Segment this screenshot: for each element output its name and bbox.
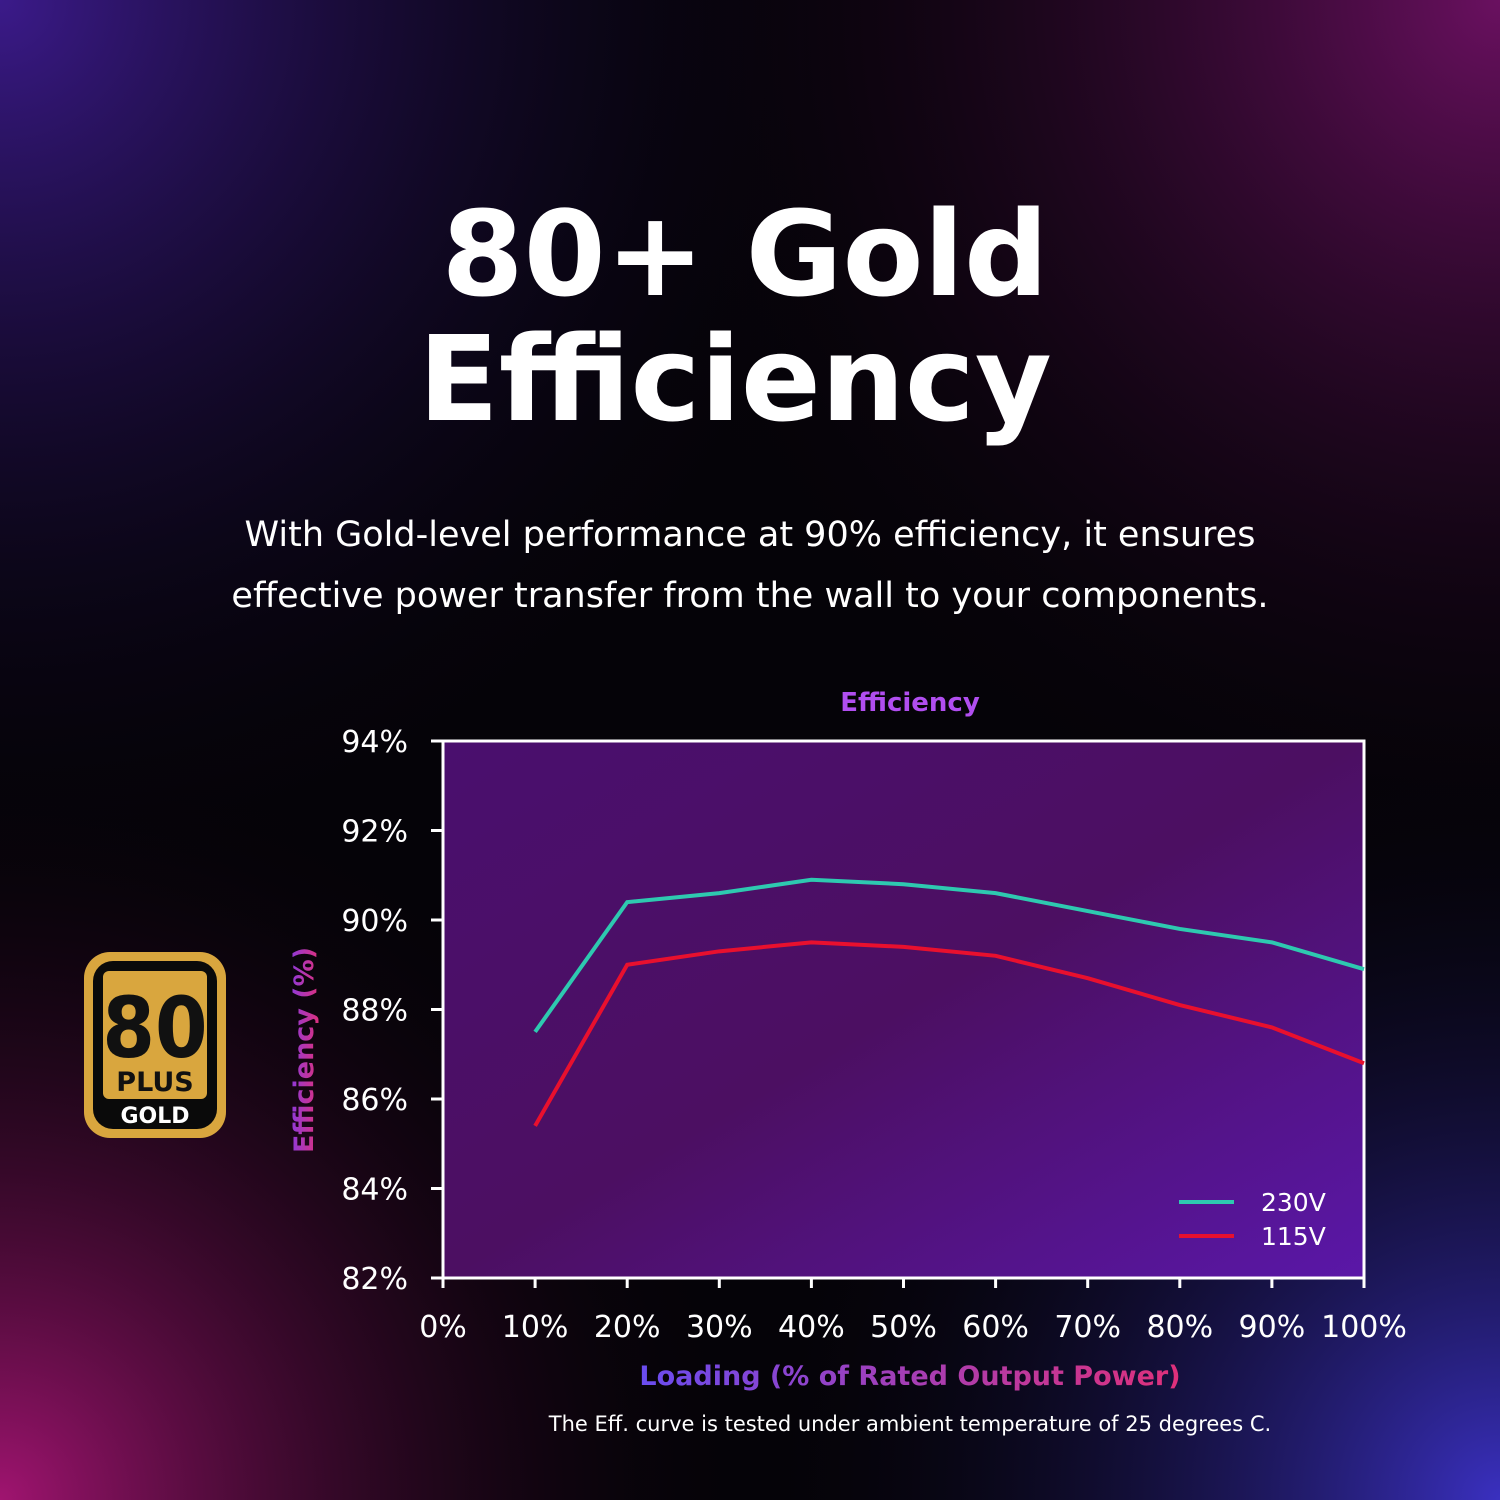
badge: 80 PLUS GOLD [84, 952, 226, 1138]
x-tick-label: 10% [502, 1310, 569, 1345]
y-tick-label: 82% [341, 1262, 408, 1297]
x-tick-label: 80% [1146, 1310, 1213, 1345]
y-tick-label: 84% [341, 1173, 408, 1208]
series-line [533, 940, 1365, 1127]
y-tick-label: 90% [341, 904, 408, 939]
x-axis-label: Loading (% of Rated Output Power) [639, 1361, 1180, 1392]
y-tick-label: 92% [341, 815, 408, 850]
legend-label: 115V [1261, 1222, 1326, 1251]
badge-brand: PLUS [116, 1067, 193, 1098]
badge-level: GOLD [120, 1104, 189, 1129]
y-tick-label: 94% [341, 725, 408, 760]
y-tick-label: 88% [341, 994, 408, 1029]
series-line [533, 877, 1365, 1034]
x-tick-label: 0% [419, 1310, 467, 1345]
x-tick-label: 40% [778, 1310, 845, 1345]
headline: Efficiency [418, 310, 1052, 448]
x-tick-label: 100% [1321, 1310, 1407, 1345]
y-axis-label: Efficiency (%) [289, 947, 320, 1153]
x-tick-label: 50% [870, 1310, 937, 1345]
headline: 80+ Gold [442, 185, 1049, 323]
badge-number: 80 [102, 979, 207, 1077]
y-tick-label: 86% [341, 1083, 408, 1118]
badge-panel [103, 971, 207, 1099]
chart-title: Efficiency [840, 688, 980, 718]
x-tick-label: 70% [1054, 1310, 1121, 1345]
x-tick-label: 90% [1239, 1310, 1306, 1345]
description: With Gold-level performance at 90% effic… [245, 515, 1256, 555]
plot-area [441, 739, 1366, 1280]
note: The Eff. curve is tested under ambient t… [548, 1412, 1271, 1436]
legend-label: 230V [1261, 1188, 1326, 1217]
x-tick-label: 20% [594, 1310, 661, 1345]
x-tick-label: 60% [962, 1310, 1029, 1345]
description: effective power transfer from the wall t… [231, 576, 1268, 616]
x-tick-label: 30% [686, 1310, 753, 1345]
